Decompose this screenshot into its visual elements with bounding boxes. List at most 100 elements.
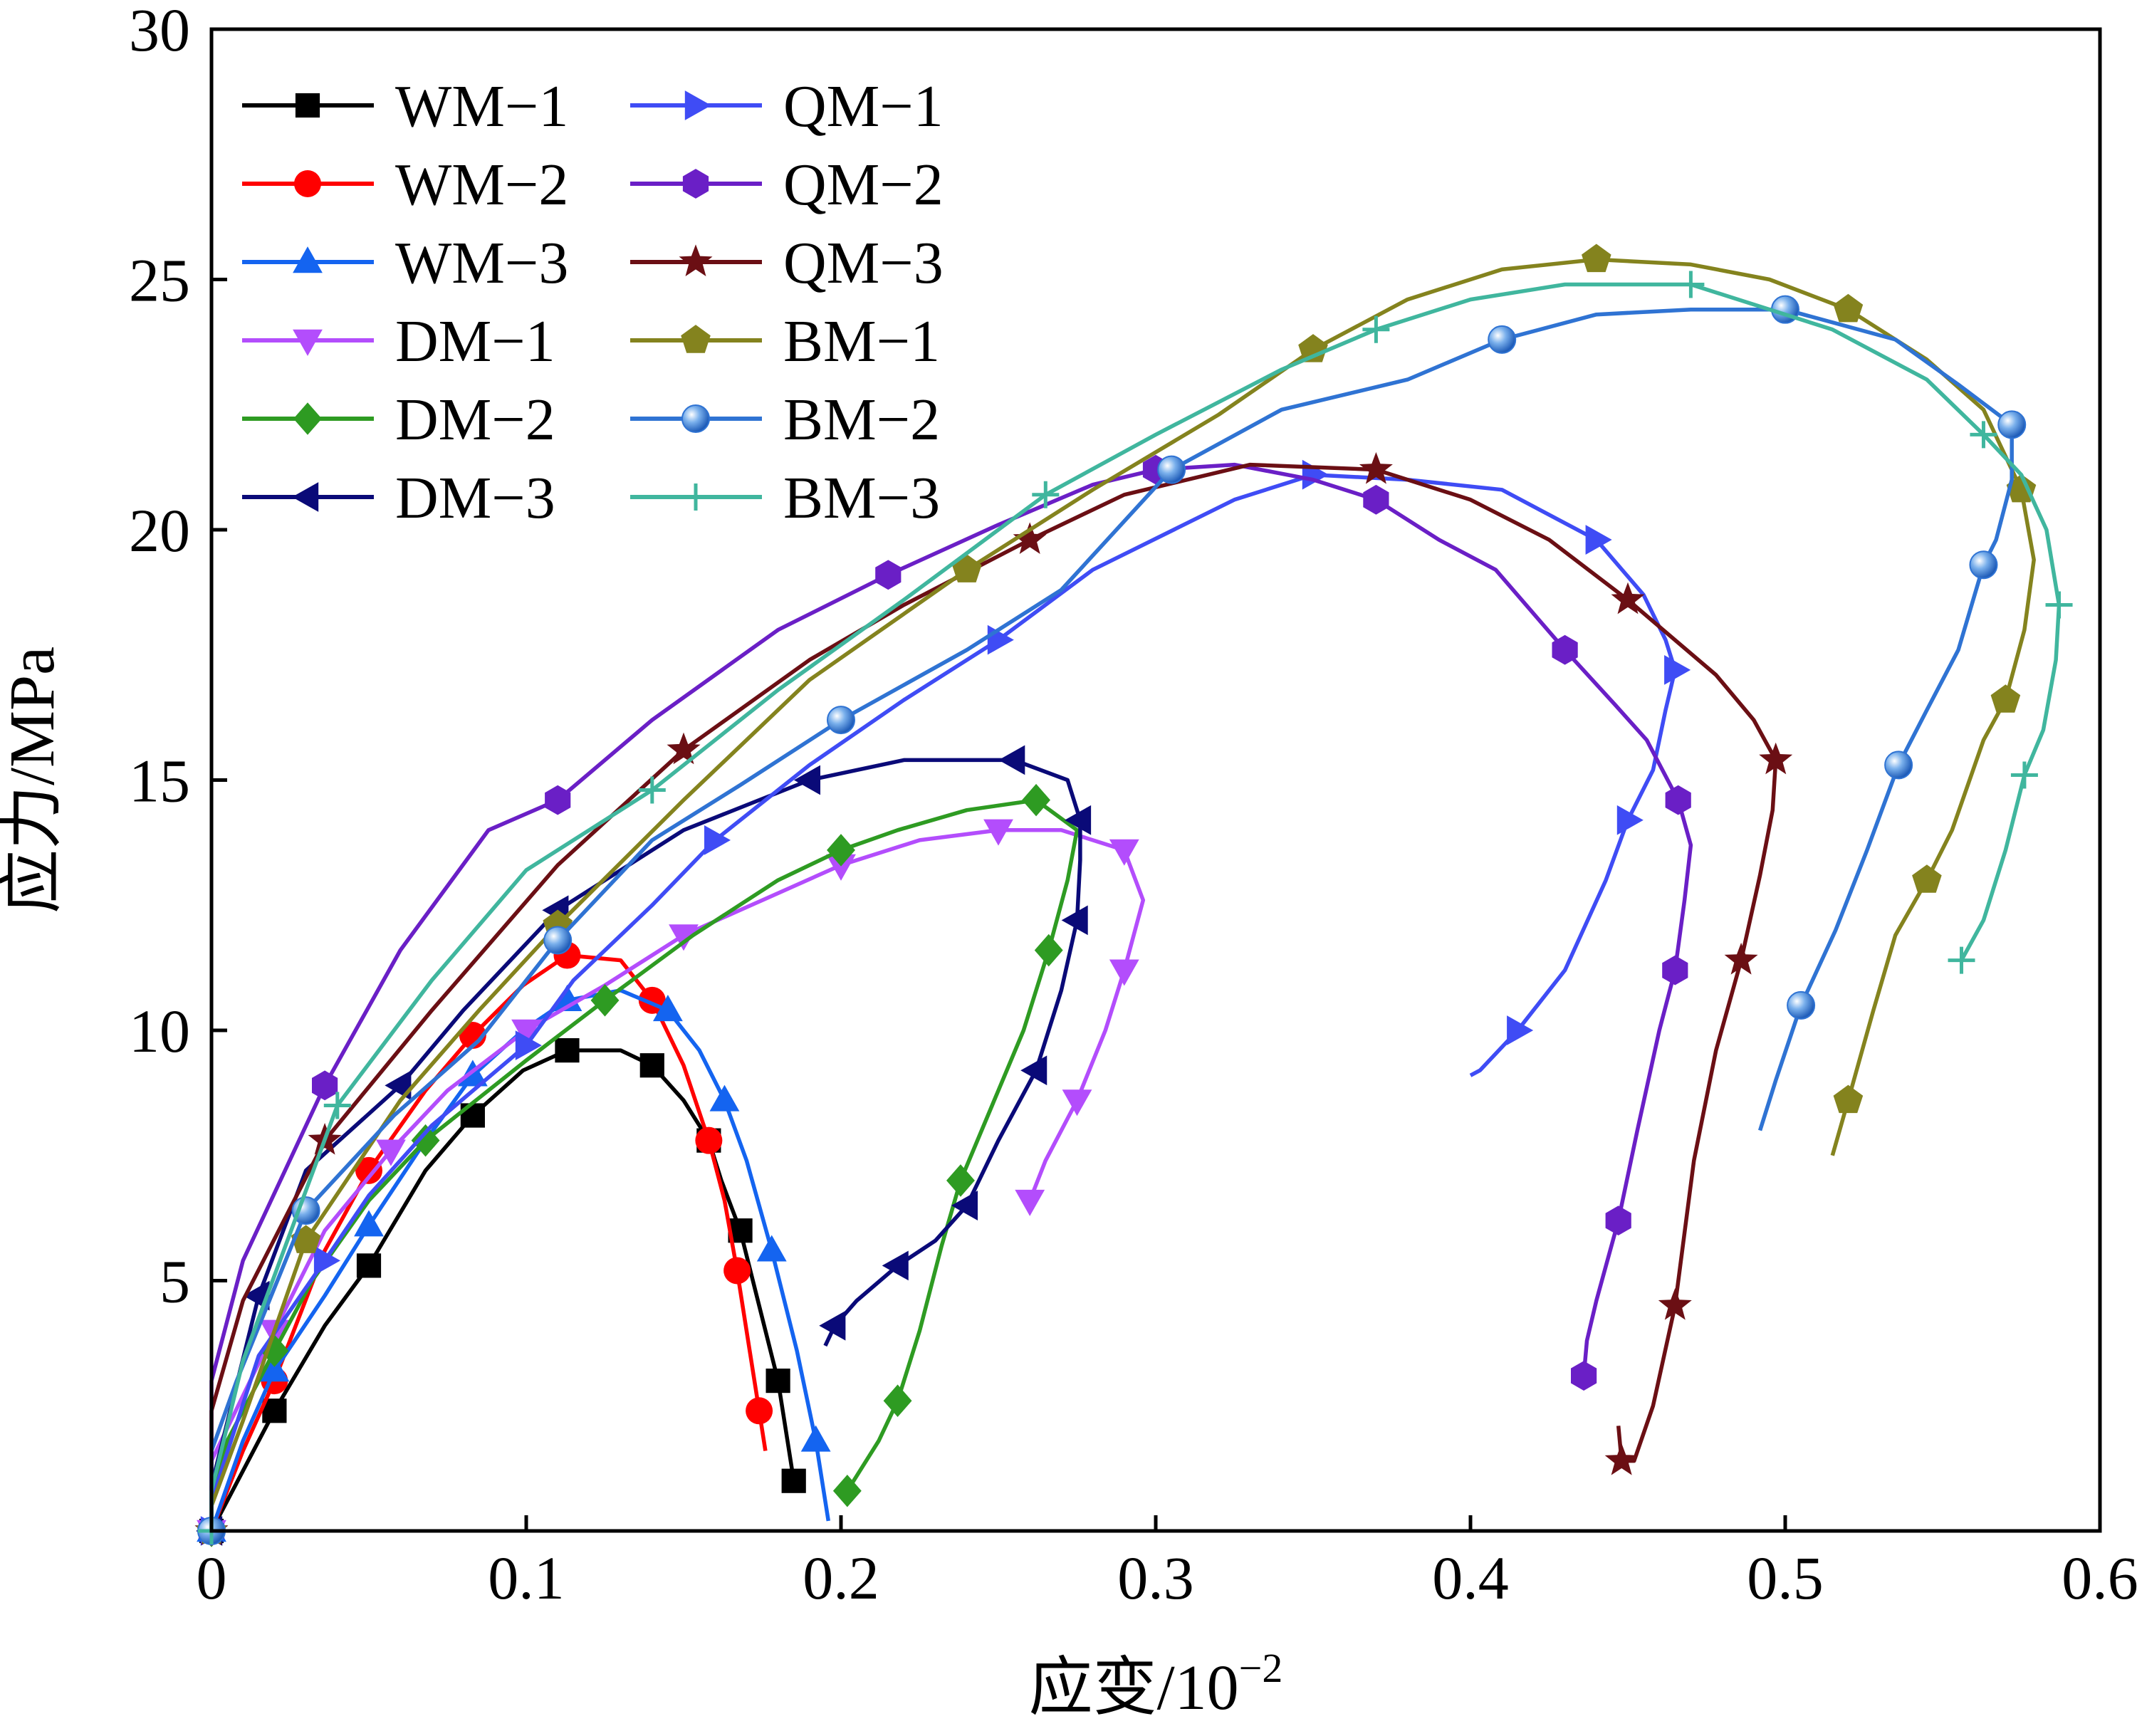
data-point — [1833, 1084, 1864, 1114]
data-point — [793, 765, 820, 795]
y-tick-label: 10 — [129, 997, 190, 1065]
data-point — [1109, 959, 1139, 986]
data-point — [1488, 325, 1517, 354]
data-point — [1759, 742, 1793, 775]
legend-entry: DM−2 — [242, 387, 555, 453]
y-tick-label: 5 — [160, 1248, 190, 1316]
data-point — [998, 745, 1025, 775]
legend-entry: BM−3 — [630, 465, 940, 531]
data-point — [669, 924, 699, 951]
series-7 — [198, 454, 1693, 1546]
legend-marker — [295, 93, 320, 118]
legend-label: DM−3 — [395, 465, 555, 531]
x-tick-label: 0.4 — [1432, 1544, 1509, 1612]
series-4 — [197, 783, 1080, 1547]
data-point — [1582, 244, 1611, 273]
x-axis-title: 应变/10−2 — [1029, 1645, 1283, 1723]
data-point — [766, 1369, 790, 1393]
legend-entry: QM−2 — [630, 152, 944, 218]
legend-label: BM−2 — [783, 387, 940, 453]
data-point — [1990, 684, 2021, 713]
y-tick-label: 30 — [129, 0, 190, 64]
series-line — [209, 282, 2062, 1531]
data-point — [1604, 1443, 1639, 1475]
series-line — [209, 472, 1678, 1531]
data-point — [1585, 525, 1612, 555]
data-point — [1363, 484, 1389, 515]
data-point — [1157, 455, 1186, 484]
legend-label: BM−3 — [783, 465, 940, 531]
y-tick-label: 25 — [129, 246, 190, 315]
data-point — [827, 706, 855, 735]
plot-area — [194, 244, 2073, 1547]
data-point — [723, 1257, 751, 1285]
data-point — [1362, 315, 1390, 343]
x-tick-label: 0.5 — [1747, 1544, 1824, 1612]
legend-label: WM−2 — [395, 152, 568, 218]
data-point — [638, 776, 666, 804]
legend: WM−1 WM−2 WM−3 DM−1 DM−2 DM−3 QM−1 QM−2 QM−3 BM−1… — [242, 73, 944, 531]
data-point — [1658, 1288, 1692, 1320]
series-line — [209, 257, 2036, 1531]
y-axis-title: 应力/MPa — [0, 647, 68, 914]
data-point — [411, 1124, 440, 1157]
series-line — [209, 798, 1080, 1531]
data-point — [545, 785, 571, 815]
legend-label: WM−3 — [395, 230, 568, 296]
data-point — [709, 1084, 740, 1112]
legend-marker — [682, 483, 709, 511]
series-line — [209, 988, 831, 1532]
series-line — [209, 462, 1693, 1531]
data-point — [590, 984, 620, 1017]
data-point — [1616, 805, 1644, 835]
x-tick-label: 0.6 — [2062, 1544, 2137, 1612]
data-point — [639, 1053, 664, 1078]
series-11 — [198, 271, 2073, 1544]
data-point — [1664, 654, 1691, 685]
data-point — [951, 1191, 978, 1220]
data-point — [1665, 785, 1691, 815]
data-point — [781, 1468, 806, 1493]
legend-marker — [292, 482, 319, 512]
data-point — [2045, 591, 2073, 619]
data-point — [1884, 751, 1913, 780]
legend-label: BM−1 — [783, 308, 940, 375]
legend-entry: DM−1 — [242, 308, 555, 375]
data-point — [1034, 934, 1063, 967]
data-point — [827, 834, 855, 867]
data-point — [1724, 942, 1758, 975]
data-point — [1032, 481, 1060, 508]
data-point — [1997, 410, 2027, 439]
series-3 — [197, 819, 1146, 1547]
data-point — [1359, 451, 1393, 484]
y-tick-label: 20 — [129, 496, 190, 565]
data-point — [756, 1235, 787, 1262]
data-point — [355, 1156, 382, 1184]
data-point — [704, 825, 731, 855]
data-point — [983, 819, 1013, 846]
data-point — [1109, 839, 1139, 866]
data-point — [832, 1474, 862, 1507]
data-point — [1662, 955, 1688, 985]
data-point — [1833, 293, 1864, 323]
data-point — [515, 1030, 542, 1060]
legend-marker — [293, 246, 323, 273]
data-point — [800, 1425, 831, 1452]
data-point — [543, 926, 573, 955]
data-point — [1552, 634, 1578, 665]
data-point — [946, 1164, 975, 1197]
x-tick-label: 0.3 — [1117, 1544, 1194, 1612]
data-point — [1611, 582, 1645, 615]
series-line — [209, 758, 1082, 1531]
data-point — [511, 1019, 541, 1046]
legend-entry: QM−3 — [630, 230, 944, 296]
data-point — [875, 560, 902, 590]
series-line — [209, 307, 2014, 1531]
data-point — [354, 1210, 384, 1237]
x-tick-label: 0.2 — [803, 1544, 879, 1612]
data-point — [312, 1070, 338, 1101]
series-8 — [194, 451, 1793, 1545]
